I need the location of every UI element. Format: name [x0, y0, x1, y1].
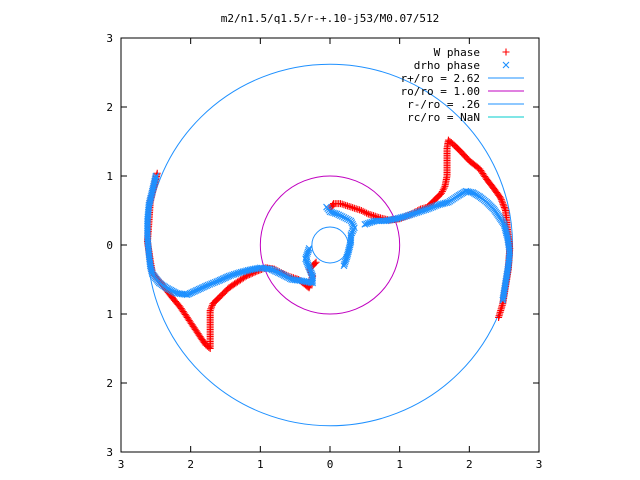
drho-phase-point [349, 227, 357, 235]
w-phase-point [502, 48, 510, 56]
drho-phase-point [337, 212, 344, 220]
w-phase-point [497, 194, 505, 202]
drho-phase-point [425, 205, 433, 212]
drho-phase-point [347, 217, 355, 225]
w-phase-point [495, 313, 503, 321]
drho-phase-point [348, 219, 356, 226]
w-phase-point [345, 202, 353, 210]
w-phase-point [349, 204, 357, 212]
w-phase-point [363, 209, 371, 217]
drho-phase-point [340, 214, 348, 221]
drho-phase-point [429, 203, 437, 211]
w-phase-point [499, 199, 507, 207]
x-tick-label: 3 [536, 458, 543, 471]
w-phase-point [206, 307, 214, 315]
drho-phase-point [338, 213, 346, 220]
y-tick-label: 2 [106, 377, 113, 390]
y-tick-label: 3 [106, 32, 113, 45]
legend-label: r-/ro = .26 [407, 98, 480, 111]
w-phase-point [354, 205, 362, 213]
drho-phase-point [341, 260, 348, 268]
w-phase-point [350, 204, 358, 212]
w-phase-point [241, 273, 249, 281]
w-phase-point [496, 193, 504, 201]
drho-phase-point [335, 211, 343, 219]
legend-label: r+/ro = 2.62 [401, 72, 480, 85]
drho-phase-point [427, 204, 435, 212]
w-phase-point [336, 200, 344, 208]
drho-phase-point [499, 296, 507, 304]
x-tick-label: 1 [396, 458, 403, 471]
w-phase-series [143, 136, 514, 352]
x-tick-label: 3 [118, 458, 125, 471]
drho-phase-point [499, 295, 507, 302]
w-phase-point [497, 196, 505, 204]
drho-phase-point [206, 280, 214, 288]
w-phase-point [364, 210, 372, 218]
w-phase-point [438, 188, 446, 196]
drho-phase-point [211, 278, 219, 286]
w-phase-point [368, 211, 376, 219]
y-tick-label: 3 [106, 446, 113, 459]
w-phase-point [347, 203, 355, 211]
w-phase-point [498, 197, 506, 205]
w-phase-point [440, 184, 448, 192]
y-tick-label: 1 [106, 170, 113, 183]
drho-phase-point [305, 246, 312, 254]
legend-label: drho phase [414, 59, 480, 72]
x-tick-label: 0 [327, 458, 334, 471]
w-phase-point [359, 207, 367, 215]
w-phase-point [208, 303, 216, 311]
y-tick-label: 2 [106, 101, 113, 114]
drho-phase-point [204, 281, 212, 289]
x-tick-label: 1 [257, 458, 264, 471]
drho-phase-point [340, 262, 348, 270]
drho-phase-series [144, 172, 514, 304]
w-phase-point [499, 200, 507, 208]
w-phase-point [500, 202, 508, 210]
w-phase-point [500, 203, 508, 211]
drho-phase-point [350, 226, 357, 233]
w-phase-point [312, 258, 320, 266]
w-phase-point [311, 259, 319, 267]
drho-phase-point [349, 220, 357, 228]
drho-phase-point [424, 205, 431, 213]
drho-phase-point [344, 215, 351, 223]
w-phase-point [366, 211, 374, 219]
y-tick-label: 0 [106, 239, 113, 252]
x-tick-label: 2 [466, 458, 473, 471]
legend-label: ro/ro = 1.00 [401, 85, 480, 98]
x-tick-label: 2 [187, 458, 194, 471]
w-phase-point [343, 202, 351, 210]
w-phase-point [501, 205, 509, 213]
drho-phase-point [305, 245, 313, 252]
w-phase-point [356, 206, 364, 214]
drho-phase-point [208, 280, 215, 288]
w-phase-point [439, 186, 447, 194]
drho-phase-point [331, 210, 339, 217]
drho-phase-point [502, 61, 510, 69]
circle-ro-ring [259, 175, 401, 315]
w-phase-point [342, 201, 350, 209]
y-tick-label: 1 [106, 308, 113, 321]
drho-phase-point [333, 210, 341, 218]
w-phase-point [338, 200, 346, 208]
w-phase-point [357, 207, 365, 214]
legend-label: W phase [434, 46, 480, 59]
w-phase-point [370, 212, 378, 220]
drho-phase-point [431, 202, 438, 210]
chart-title: m2/n1.5/q1.5/r-+.10-j53/M0.07/512 [221, 12, 440, 25]
drho-phase-point [350, 224, 358, 232]
drho-phase-point [209, 279, 217, 287]
drho-phase-point [342, 214, 350, 222]
legend-label: rc/ro = NaN [407, 111, 480, 124]
w-phase-point [437, 189, 445, 197]
w-phase-point [340, 201, 348, 209]
w-phase-point [207, 305, 215, 313]
w-phase-point [361, 208, 369, 216]
w-phase-point [352, 205, 360, 213]
